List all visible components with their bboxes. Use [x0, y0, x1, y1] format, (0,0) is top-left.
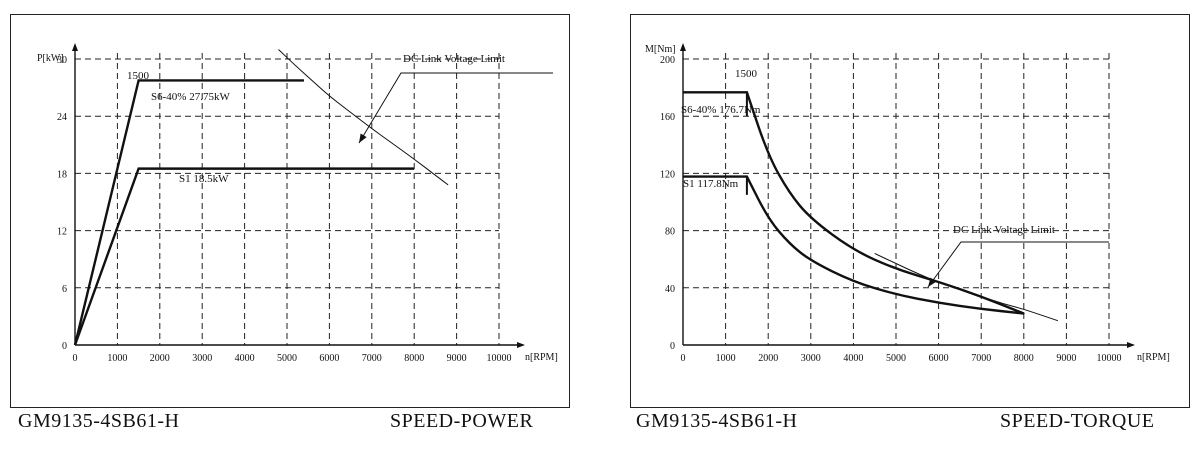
torque-y-tick-label-0: 0	[670, 341, 675, 352]
model-number-left: GM9135-4SB61-H	[18, 410, 180, 432]
power-annotation-s6: S6-40% 27.75kW	[151, 91, 230, 103]
torque-annotation-base: 1500	[735, 68, 758, 80]
power-x-tick-label-8000: 8000	[404, 353, 424, 364]
power-x-tick-label-3000: 3000	[192, 353, 212, 364]
power-x-tick-label-6000: 6000	[319, 353, 339, 364]
torque-y-tick-label-200: 200	[660, 55, 675, 66]
chart-title-speed-power: SPEED-POWER	[390, 410, 534, 432]
power-annotation-base: 1500	[127, 70, 150, 82]
power-series-dc-limit-line	[278, 49, 449, 186]
power-x-tick-label-7000: 7000	[362, 353, 382, 364]
power-x-tick-label-4000: 4000	[235, 353, 255, 364]
power-series-s1-line	[73, 167, 415, 346]
torque-x-tick-label-10000: 10000	[1097, 353, 1122, 364]
power-annotation-dc: DC Link Voltage Limit	[403, 53, 505, 65]
chart-title-speed-torque: SPEED-TORQUE	[1000, 410, 1155, 432]
torque-series-s1-line	[683, 175, 1024, 315]
power-x-tick-label-5000: 5000	[277, 353, 297, 364]
torque-y-axis-label: M[Nm]	[645, 44, 676, 55]
power-dc-limit-leader	[358, 72, 553, 144]
torque-x-tick-label-6000: 6000	[929, 353, 949, 364]
power-y-axis-label: P[kW]	[37, 53, 64, 64]
torque-x-tick-label-2000: 2000	[758, 353, 778, 364]
torque-annotation-dc: DC Link Voltage Limit	[953, 224, 1055, 236]
torque-x-tick-label-9000: 9000	[1056, 353, 1076, 364]
power-y-tick-label-6: 6	[62, 284, 67, 295]
power-x-tick-label-1000: 1000	[107, 353, 127, 364]
speed-power-chart: 0 1000 2000 3000 4000 5000 6000 7000 8000 9000 100…	[37, 43, 558, 364]
power-y-tick-label-12: 12	[57, 227, 67, 238]
power-annotation-s1: S1 18.5kW	[179, 173, 229, 185]
torque-y-tick-label-160: 160	[660, 112, 675, 123]
speed-torque-chart-frame: 0 1000 2000 3000 4000 5000 6000 7000 8000 9000 100…	[630, 14, 1190, 408]
torque-x-tick-label-1000: 1000	[716, 353, 736, 364]
power-x-tick-label-2000: 2000	[150, 353, 170, 364]
torque-y-tick-label-40: 40	[665, 284, 675, 295]
power-x-axis-label: n[RPM]	[525, 352, 558, 363]
model-number-right: GM9135-4SB61-H	[636, 410, 798, 432]
torque-series-dc-limit-line	[874, 253, 1059, 322]
torque-y-tick-label-120: 120	[660, 169, 675, 180]
torque-x-tick-label-7000: 7000	[971, 353, 991, 364]
speed-torque-chart: 0 1000 2000 3000 4000 5000 6000 7000 8000 9000 100…	[645, 43, 1170, 364]
power-x-tick-label-9000: 9000	[447, 353, 467, 364]
power-y-tick-label-30: 30	[57, 55, 67, 66]
speed-power-chart-frame: 0 1000 2000 3000 4000 5000 6000 7000 8000 9000 100…	[10, 14, 570, 408]
torque-y-axis-arrow	[680, 43, 686, 51]
power-y-tick-label-18: 18	[57, 169, 67, 180]
power-x-axis-arrow	[517, 342, 525, 348]
power-y-axis-arrow	[72, 43, 78, 51]
torque-x-tick-label-5000: 5000	[886, 353, 906, 364]
power-x-tick-label-0: 0	[73, 353, 78, 364]
torque-x-axis-label: n[RPM]	[1137, 352, 1170, 363]
power-y-tick-label-24: 24	[57, 112, 67, 123]
torque-dc-limit-leader	[927, 241, 1109, 288]
torque-x-tick-label-3000: 3000	[801, 353, 821, 364]
power-dc-limit-arrow	[359, 133, 367, 143]
torque-x-axis-arrow	[1127, 342, 1135, 348]
torque-annotation-s6: S6-40% 176.7Nm	[681, 104, 761, 116]
torque-x-tick-label-8000: 8000	[1014, 353, 1034, 364]
power-x-tick-label-10000: 10000	[487, 353, 512, 364]
torque-annotation-s1: S1 117.8Nm	[683, 178, 739, 190]
torque-y-tick-label-80: 80	[665, 227, 675, 238]
power-series-s6-line	[73, 79, 304, 346]
torque-dc-limit-arrow	[928, 277, 937, 287]
power-y-tick-label-0: 0	[62, 341, 67, 352]
torque-x-tick-label-0: 0	[681, 353, 686, 364]
torque-x-tick-label-4000: 4000	[843, 353, 863, 364]
